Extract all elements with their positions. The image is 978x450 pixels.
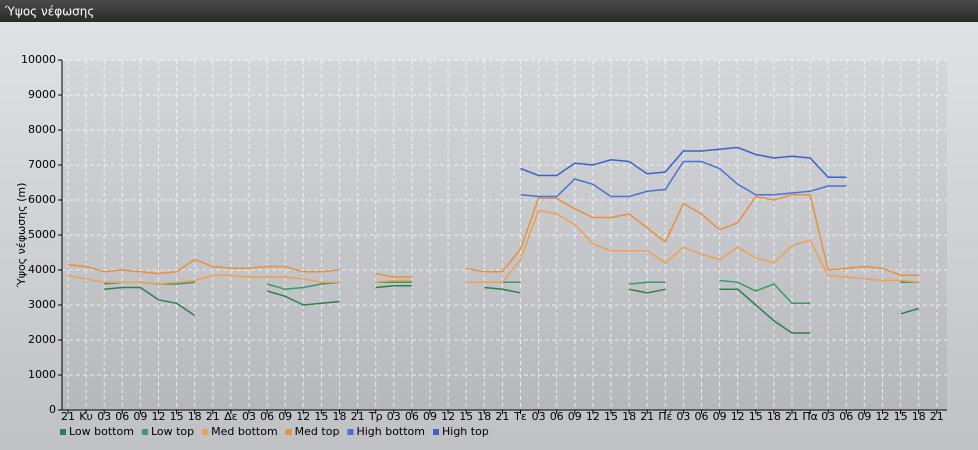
legend-label: Med top [295,425,340,438]
x-tick-label: 06 [260,410,274,423]
x-tick-label: 21 [785,410,799,423]
x-tick-label: 18 [622,410,636,423]
x-tick-label: 06 [115,410,129,423]
legend-label: Med bottom [211,425,278,438]
legend-swatch [60,429,66,435]
y-tick-label: 7000 [28,158,56,171]
x-tick-label: Δε [224,410,238,423]
x-tick-label: 12 [296,410,310,423]
x-tick-label: 12 [731,410,745,423]
x-tick-label: 15 [749,410,763,423]
legend-label: High top [442,425,489,438]
x-tick-label: 18 [767,410,781,423]
series-line [67,194,919,278]
y-tick-label: 1000 [28,368,56,381]
legend-label: Low bottom [69,425,134,438]
x-tick-label: 09 [713,410,727,423]
title-bar [0,0,978,22]
x-tick-label: 03 [97,410,111,423]
y-tick-label: 4000 [28,263,56,276]
legend-swatch [141,429,148,435]
x-tick-label: 18 [912,410,926,423]
legend-swatch [285,429,292,435]
x-tick-label: 09 [423,410,437,423]
y-tick-label: 10000 [21,53,56,66]
x-tick-label: 12 [876,410,890,423]
x-tick-label: 21 [930,410,944,423]
x-tick-label: 15 [604,410,618,423]
x-tick-label: 09 [857,410,871,423]
legend-swatch [433,429,439,435]
y-axis-label: Ύψος νέφωσης (m) [15,183,28,289]
x-tick-label: 09 [133,410,147,423]
x-tick-label: Πέ [658,410,672,423]
x-tick-label: 18 [477,410,491,423]
y-tick-label: 2000 [28,333,56,346]
y-tick-label: 0 [49,403,56,416]
x-tick-label: 18 [333,410,347,423]
x-tick-label: 06 [405,410,419,423]
x-tick-label: 21 [495,410,509,423]
x-tick-label: 06 [839,410,853,423]
x-tick-label: 09 [568,410,582,423]
x-tick-label: 06 [550,410,564,423]
x-tick-label: 03 [242,410,256,423]
x-tick-label: 15 [894,410,908,423]
x-tick-label: Πα [802,410,818,423]
x-tick-label: 06 [695,410,709,423]
legend-label: Low top [151,425,194,438]
x-tick-label: 21 [640,410,654,423]
x-tick-label: 15 [459,410,473,423]
legend-swatch [202,429,209,435]
x-tick-label: 12 [152,410,166,423]
x-tick-label: 21 [61,410,75,423]
y-tick-label: 9000 [28,88,56,101]
x-tick-label: 03 [387,410,401,423]
series-line [104,285,919,334]
series-line [520,146,847,179]
y-tick-label: 8000 [28,123,56,136]
y-tick-label: 3000 [28,298,56,311]
x-tick-label: 21 [206,410,220,423]
x-tick-label: Τρ [368,410,383,423]
x-tick-label: 15 [314,410,328,423]
x-tick-label: 09 [278,410,292,423]
x-tick-label: Τε [513,410,527,423]
x-tick-label: 21 [351,410,365,423]
x-tick-label: 12 [586,410,600,423]
legend-swatch [347,429,354,435]
x-tick-label: 18 [188,410,202,423]
x-tick-label: 03 [532,410,546,423]
x-tick-label: 03 [821,410,835,423]
y-tick-label: 6000 [28,193,56,206]
legend-label: High bottom [356,425,425,438]
x-tick-label: 03 [676,410,690,423]
x-tick-label: Κυ [79,410,93,423]
y-tick-label: 5000 [28,228,56,241]
x-tick-label: 15 [170,410,184,423]
window-title: Ύψος νέφωσης [4,5,94,19]
x-tick-label: 12 [441,410,455,423]
series-line [520,160,847,198]
series-line [67,209,919,285]
